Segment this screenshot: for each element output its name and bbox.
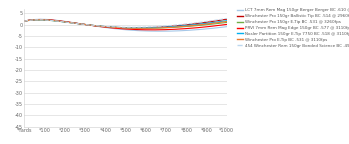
Line: 454 Winchester Rem 150gr Bonded Science BC .491 @ 3020fps: 454 Winchester Rem 150gr Bonded Science … [24, 18, 227, 27]
Winchester Pro E-Tip BC .531 @ 3110fps [144, 27, 148, 29]
Line: LCT 7mm Rem Mag 150gr Berger Berger BC .610 @ 3080fps: LCT 7mm Rem Mag 150gr Berger Berger BC .… [24, 19, 227, 31]
454 Winchester Rem 150gr Bonded Science BC .491 @ 3020fps [22, 20, 27, 22]
Nosler Partition 150gr E-Tip 7750 BC .518 @ 3110fps [189, 24, 193, 26]
Line: Nosler Partition 150gr E-Tip 7750 BC .518 @ 3110fps: Nosler Partition 150gr E-Tip 7750 BC .51… [24, 20, 227, 28]
Winchester Pro 150gr E-Tip BC .531 @ 3260fps [142, 27, 146, 29]
Winchester Pro 150gr E-Tip BC .531 @ 3260fps [120, 27, 124, 29]
454 Winchester Rem 150gr Bonded Science BC .491 @ 3020fps [220, 18, 224, 20]
PRVI 7mm Rem Mag Edge 150gr BC .577 @ 3110fps [120, 28, 124, 30]
Winchester Pro E-Tip BC .531 @ 3110fps [22, 20, 27, 22]
Winchester Pro 150gr Ballistic Tip BC .514 @ 2960fps [225, 18, 229, 20]
Nosler Partition 150gr E-Tip 7750 BC .518 @ 3110fps [221, 20, 225, 22]
LCT 7mm Rem Mag 150gr Berger Berger BC .610 @ 3080fps [158, 30, 162, 32]
Winchester Pro 150gr Ballistic Tip BC .514 @ 2960fps [132, 27, 136, 29]
Winchester Pro 150gr E-Tip BC .531 @ 3260fps [221, 22, 225, 24]
Line: Winchester Pro 150gr E-Tip BC .531 @ 3260fps: Winchester Pro 150gr E-Tip BC .531 @ 326… [24, 20, 227, 28]
Line: Winchester Pro 150gr Ballistic Tip BC .514 @ 2960fps: Winchester Pro 150gr Ballistic Tip BC .5… [24, 19, 227, 28]
PRVI 7mm Rem Mag Edge 150gr BC .577 @ 3110fps [150, 29, 154, 31]
Nosler Partition 150gr E-Tip 7750 BC .518 @ 3110fps [136, 27, 141, 29]
PRVI 7mm Rem Mag Edge 150gr BC .577 @ 3110fps [132, 29, 136, 30]
Winchester Pro 150gr E-Tip BC .531 @ 3260fps [189, 25, 193, 27]
PRVI 7mm Rem Mag Edge 150gr BC .577 @ 3110fps [119, 28, 123, 30]
Nosler Partition 150gr E-Tip 7750 BC .518 @ 3110fps [22, 20, 27, 22]
Winchester Pro 150gr Ballistic Tip BC .514 @ 2960fps [120, 27, 124, 29]
Winchester Pro E-Tip BC .531 @ 3110fps [221, 21, 225, 23]
Winchester Pro 150gr Ballistic Tip BC .514 @ 2960fps [220, 19, 224, 21]
Nosler Partition 150gr E-Tip 7750 BC .518 @ 3110fps [120, 27, 124, 29]
Line: Winchester Pro E-Tip BC .531 @ 3110fps: Winchester Pro E-Tip BC .531 @ 3110fps [24, 20, 227, 28]
Winchester Pro E-Tip BC .531 @ 3110fps [120, 27, 124, 29]
454 Winchester Rem 150gr Bonded Science BC .491 @ 3020fps [118, 26, 122, 28]
Winchester Pro E-Tip BC .531 @ 3110fps [225, 21, 229, 22]
Winchester Pro 150gr E-Tip BC .531 @ 3260fps [225, 22, 229, 23]
454 Winchester Rem 150gr Bonded Science BC .491 @ 3020fps [189, 22, 193, 24]
Winchester Pro 150gr Ballistic Tip BC .514 @ 2960fps [143, 27, 147, 29]
Winchester Pro E-Tip BC .531 @ 3110fps [139, 28, 143, 29]
Line: PRVI 7mm Rem Mag Edge 150gr BC .577 @ 3110fps: PRVI 7mm Rem Mag Edge 150gr BC .577 @ 31… [24, 19, 227, 30]
Winchester Pro E-Tip BC .531 @ 3110fps [132, 27, 136, 29]
Winchester Pro E-Tip BC .531 @ 3110fps [189, 25, 193, 27]
LCT 7mm Rem Mag 150gr Berger Berger BC .610 @ 3080fps [120, 29, 124, 30]
PRVI 7mm Rem Mag Edge 150gr BC .577 @ 3110fps [22, 20, 27, 22]
Winchester Pro 150gr E-Tip BC .531 @ 3260fps [132, 27, 136, 29]
Winchester Pro 150gr E-Tip BC .531 @ 3260fps [22, 20, 27, 22]
Winchester Pro 150gr E-Tip BC .531 @ 3260fps [37, 19, 41, 21]
Winchester Pro 150gr Ballistic Tip BC .514 @ 2960fps [118, 27, 122, 28]
PRVI 7mm Rem Mag Edge 150gr BC .577 @ 3110fps [225, 23, 229, 25]
LCT 7mm Rem Mag 150gr Berger Berger BC .610 @ 3080fps [39, 18, 43, 20]
LCT 7mm Rem Mag 150gr Berger Berger BC .610 @ 3080fps [22, 20, 27, 22]
LCT 7mm Rem Mag 150gr Berger Berger BC .610 @ 3080fps [225, 26, 229, 28]
454 Winchester Rem 150gr Bonded Science BC .491 @ 3020fps [129, 26, 133, 28]
PRVI 7mm Rem Mag Edge 150gr BC .577 @ 3110fps [189, 27, 193, 29]
454 Winchester Rem 150gr Bonded Science BC .491 @ 3020fps [132, 26, 136, 28]
Winchester Pro 150gr Ballistic Tip BC .514 @ 2960fps [133, 27, 137, 29]
PRVI 7mm Rem Mag Edge 150gr BC .577 @ 3110fps [221, 24, 225, 26]
Legend: LCT 7mm Rem Mag 150gr Berger Berger BC .610 @ 3080fps, Winchester Pro 150gr Ball: LCT 7mm Rem Mag 150gr Berger Berger BC .… [237, 8, 349, 48]
Winchester Pro E-Tip BC .531 @ 3110fps [37, 19, 41, 21]
Nosler Partition 150gr E-Tip 7750 BC .518 @ 3110fps [144, 27, 148, 29]
LCT 7mm Rem Mag 150gr Berger Berger BC .610 @ 3080fps [221, 26, 225, 28]
454 Winchester Rem 150gr Bonded Science BC .491 @ 3020fps [225, 18, 229, 19]
Winchester Pro 150gr E-Tip BC .531 @ 3260fps [144, 27, 148, 29]
Winchester Pro 150gr Ballistic Tip BC .514 @ 2960fps [189, 23, 193, 25]
LCT 7mm Rem Mag 150gr Berger Berger BC .610 @ 3080fps [132, 30, 136, 31]
LCT 7mm Rem Mag 150gr Berger Berger BC .610 @ 3080fps [189, 29, 193, 31]
LCT 7mm Rem Mag 150gr Berger Berger BC .610 @ 3080fps [143, 30, 147, 32]
Nosler Partition 150gr E-Tip 7750 BC .518 @ 3110fps [132, 27, 136, 29]
LCT 7mm Rem Mag 150gr Berger Berger BC .610 @ 3080fps [119, 29, 123, 30]
Nosler Partition 150gr E-Tip 7750 BC .518 @ 3110fps [37, 19, 41, 21]
Nosler Partition 150gr E-Tip 7750 BC .518 @ 3110fps [225, 20, 229, 21]
Winchester Pro E-Tip BC .531 @ 3110fps [119, 27, 123, 29]
Winchester Pro 150gr Ballistic Tip BC .514 @ 2960fps [22, 20, 27, 22]
454 Winchester Rem 150gr Bonded Science BC .491 @ 3020fps [120, 26, 124, 28]
Nosler Partition 150gr E-Tip 7750 BC .518 @ 3110fps [119, 27, 123, 28]
Winchester Pro 150gr E-Tip BC .531 @ 3260fps [119, 27, 123, 29]
454 Winchester Rem 150gr Bonded Science BC .491 @ 3020fps [143, 26, 147, 28]
PRVI 7mm Rem Mag Edge 150gr BC .577 @ 3110fps [143, 29, 147, 31]
PRVI 7mm Rem Mag Edge 150gr BC .577 @ 3110fps [38, 19, 42, 20]
